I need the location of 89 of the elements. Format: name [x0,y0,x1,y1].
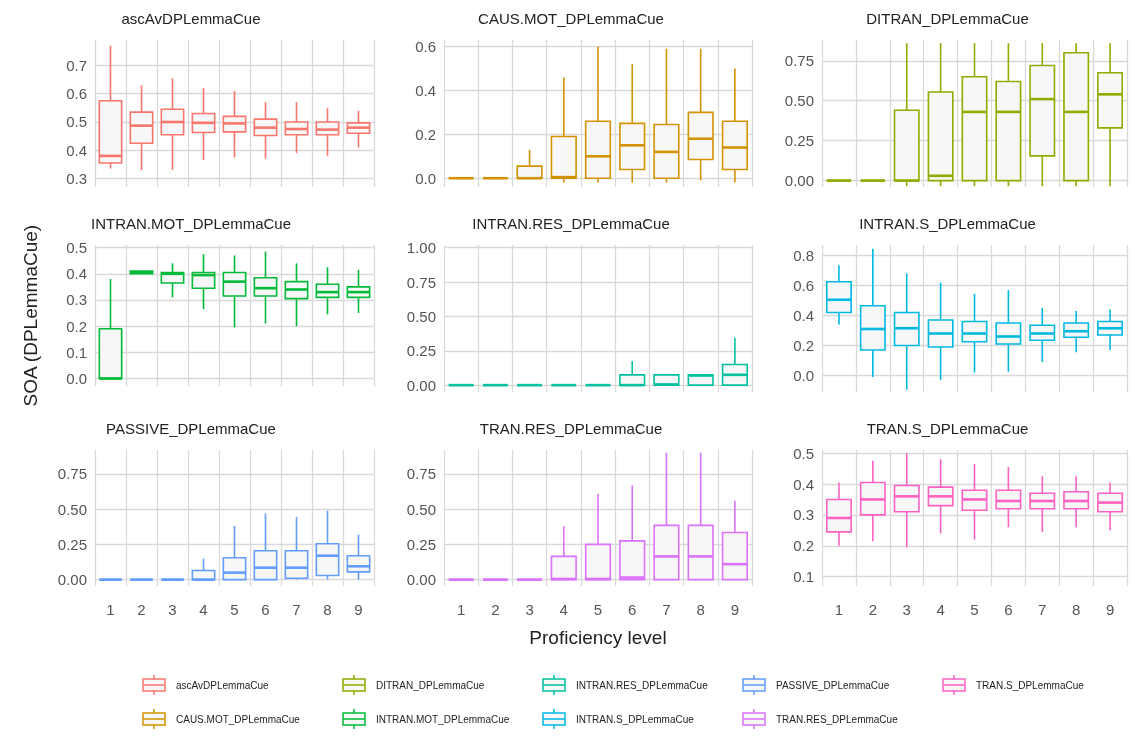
y-tick-label: 0.2 [415,125,436,143]
y-tick-label: 0.7 [66,56,87,74]
y-tick-label: 0.00 [406,571,436,589]
y-tick-label: 0.0 [66,369,87,387]
chart-title: INTRAN.RES_DPLemmaCue [472,215,670,232]
y-tick-label: 0.2 [793,337,814,354]
y-tick-label: 0.0 [415,169,436,187]
y-tick-label: 0.75 [406,273,436,291]
y-tick-label: 0.4 [66,265,87,283]
y-tick-label: 0.50 [406,500,436,518]
y-tick-label: 0.50 [784,92,814,110]
x-tick-label: 5 [970,601,979,618]
y-tick-label: 0.00 [57,571,87,589]
y-tick-label: 0.6 [66,85,87,103]
y-tick-label: 0.2 [66,317,87,335]
legend-label: INTRAN.MOT_DPLemmaCue [376,713,510,725]
x-tick-label: 6 [628,601,637,618]
x-tick-label: 6 [1004,601,1013,618]
y-tick-label: 0.6 [415,38,436,56]
chart-title: TRAN.S_DPLemmaCue [866,420,1029,437]
y-tick-label: 0.25 [784,132,814,150]
y-tick-label: 0.4 [66,141,87,159]
y-tick-label: 0.50 [406,307,436,325]
x-axis-title: Proficiency level [529,627,667,648]
x-tick-label: 1 [456,601,466,618]
x-tick-label: 3 [168,601,177,618]
y-tick-label: 0.3 [66,291,87,309]
chart-title: TRAN.RES_DPLemmaCue [479,420,663,437]
x-tick-label: 8 [1071,601,1081,618]
legend-label: DITRAN_DPLemmaCue [376,679,485,691]
chart-title: INTRAN.MOT_DPLemmaCue [90,215,292,232]
chart-title: PASSIVE_DPLemmaCue [106,420,276,437]
x-tick-label: 4 [559,601,568,618]
y-tick-label: 0.2 [793,537,814,555]
x-tick-label: 5 [230,601,239,618]
y-tick-label: 0.0 [793,367,814,384]
legend-label: ascAvDPLemmaCue [176,679,269,691]
x-tick-label: 9 [1105,601,1115,618]
y-tick-label: 0.00 [784,172,814,190]
y-tick-label: 0.75 [57,465,87,483]
y-tick-label: 0.1 [66,343,87,361]
y-tick-label: 1.00 [406,239,436,257]
x-tick-label: 5 [593,601,603,618]
y-tick-label: 0.75 [406,465,436,483]
y-tick-label: 0.25 [406,342,436,360]
y-tick-label: 0.5 [66,113,87,131]
y-tick-label: 0.75 [784,52,814,70]
legend-label: TRAN.RES_DPLemmaCue [776,713,898,725]
chart-title: CAUS.MOT_DPLemmaCue [478,10,664,27]
x-tick-label: 4 [936,601,945,618]
x-tick-label: 1 [106,601,115,618]
legend-label: CAUS.MOT_DPLemmaCue [176,713,300,725]
y-tick-label: 0.5 [793,444,814,462]
legend-label: INTRAN.S_DPLemmaCue [576,713,694,725]
chart-title: INTRAN.S_DPLemmaCue [859,215,1036,232]
y-tick-label: 0.6 [793,277,814,294]
x-tick-label: 4 [199,601,208,618]
x-tick-label: 1 [834,601,844,618]
y-tick-label: 0.8 [793,247,814,264]
y-tick-label: 0.5 [66,239,87,257]
y-tick-label: 0.1 [793,568,814,586]
x-tick-label: 2 [137,601,146,618]
x-tick-label: 7 [662,601,671,618]
x-tick-label: 9 [354,601,363,618]
y-tick-label: 0.25 [57,535,87,553]
x-tick-label: 8 [323,601,332,618]
y-tick-label: 0.50 [57,500,87,518]
x-tick-label: 3 [902,601,911,618]
x-tick-label: 2 [491,601,500,618]
chart-title: ascAvDPLemmaCue [121,10,261,27]
x-tick-label: 8 [696,601,705,618]
y-tick-label: 0.4 [793,475,814,493]
y-tick-label: 0.25 [406,535,436,553]
y-tick-label: 0.00 [406,376,436,394]
x-tick-label: 7 [1038,601,1047,618]
y-tick-label: 0.4 [415,81,436,99]
legend-label: INTRAN.RES_DPLemmaCue [576,679,708,691]
x-tick-label: 6 [261,601,270,618]
y-tick-label: 0.3 [66,170,87,188]
legend-label: TRAN.S_DPLemmaCue [976,679,1084,691]
x-tick-label: 9 [730,601,740,618]
chart-title: DITRAN_DPLemmaCue [866,10,1029,27]
y-tick-label: 0.4 [793,307,814,324]
x-tick-label: 7 [292,601,301,618]
x-tick-label: 3 [525,601,534,618]
legend-label: PASSIVE_DPLemmaCue [776,679,890,691]
y-tick-label: 0.3 [793,506,814,524]
x-tick-label: 2 [868,601,878,618]
y-axis-title: SOA (DPLemmaCue) [20,224,41,407]
